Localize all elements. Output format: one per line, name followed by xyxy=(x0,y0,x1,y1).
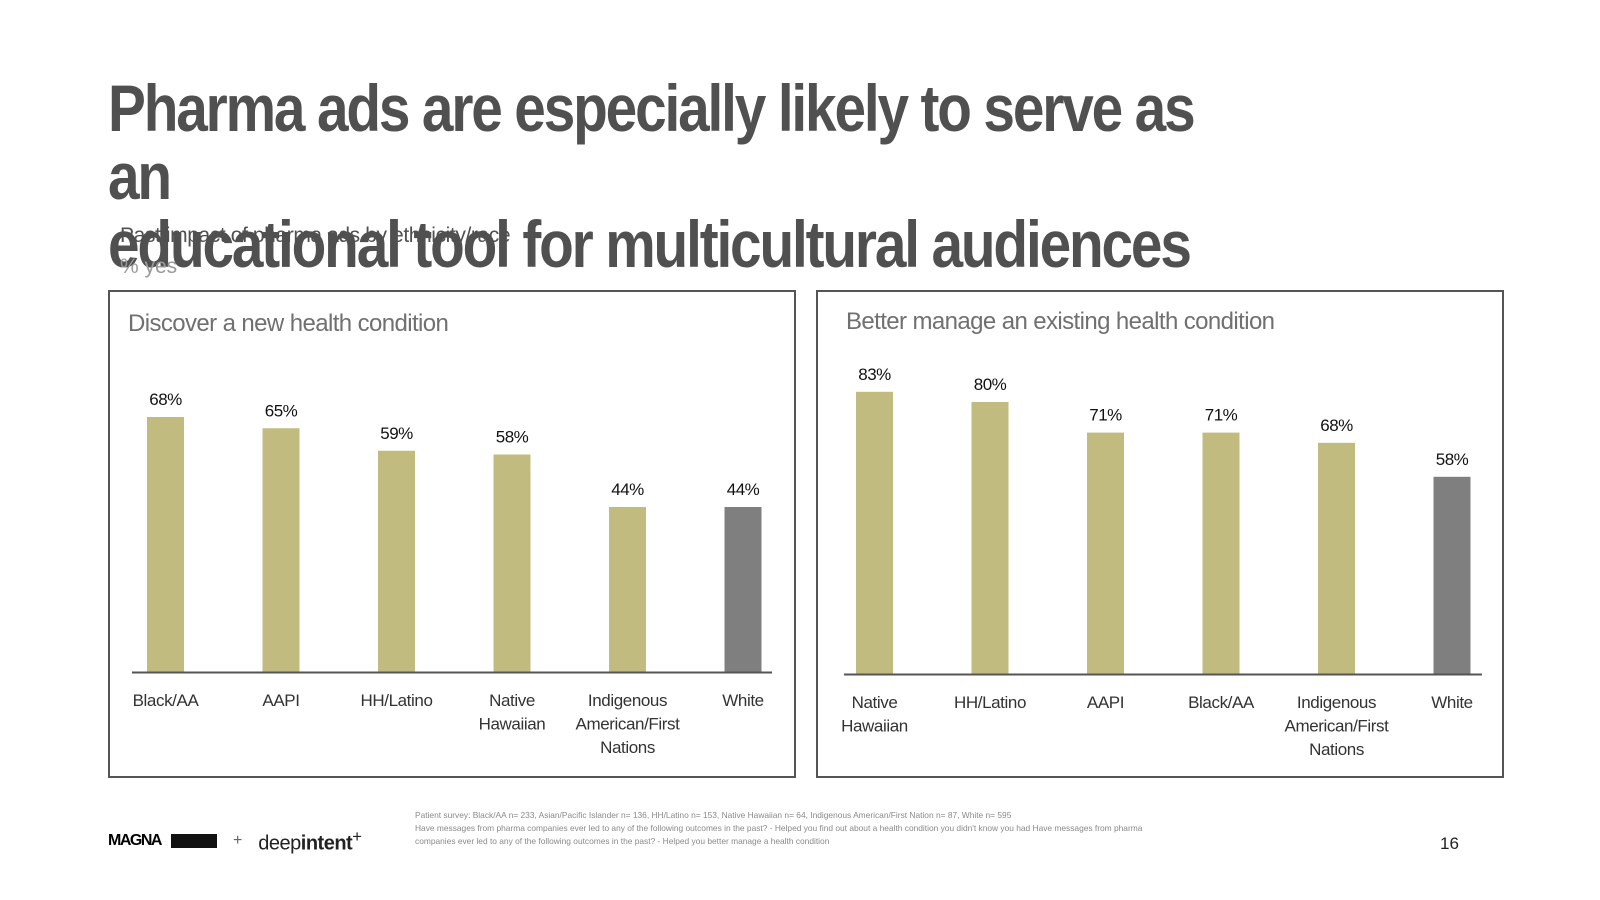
category-label-0-3-0: Native xyxy=(489,691,535,710)
panel-title-manage: Better manage an existing health conditi… xyxy=(846,308,1275,335)
logo-plus-sign: + xyxy=(232,832,243,849)
bar-1-5 xyxy=(1433,476,1471,674)
deepintent-logo-intent: intent xyxy=(300,832,353,855)
data-label-0-0: 68% xyxy=(149,390,182,409)
chart-panel-discover: 68% Black/AA 65% AAPI 59% HH/Latino 58% Native H… xyxy=(108,290,796,778)
bar-1-1 xyxy=(971,402,1009,674)
data-label-1-3: 71% xyxy=(1205,406,1238,425)
bar-0-3 xyxy=(493,454,531,672)
category-label-0-3-1: Hawaiian xyxy=(479,715,546,734)
category-label-0-5-0: White xyxy=(722,691,763,710)
footnote-line2: Have messages from pharma companies ever… xyxy=(415,823,1143,833)
data-label-0-1: 65% xyxy=(265,401,298,420)
data-label-1-5: 58% xyxy=(1436,450,1469,469)
footer-logos: MAGNA + deepintent+ xyxy=(108,826,362,856)
category-label-0-1-0: AAPI xyxy=(262,691,299,710)
chart-unit: % yes xyxy=(120,255,178,278)
bar-1-2 xyxy=(1087,432,1124,674)
category-label-0-4-1: American/First xyxy=(576,715,681,734)
bar-0-1 xyxy=(262,428,300,672)
magna-logo: MAGNA xyxy=(108,832,162,849)
category-label-0-4-0: Indigenous xyxy=(588,691,667,710)
deepintent-logo: deepintent+ xyxy=(258,826,362,856)
bar-1-4 xyxy=(1318,442,1355,674)
data-label-0-5: 44% xyxy=(727,480,760,499)
category-label-0-2-0: HH/Latino xyxy=(361,691,433,710)
bar-chart-discover: 68% Black/AA 65% AAPI 59% HH/Latino 58% Native H… xyxy=(132,390,772,757)
data-label-0-4: 44% xyxy=(611,480,644,499)
category-label-1-1-0: HH/Latino xyxy=(954,693,1026,712)
data-label-1-1: 80% xyxy=(974,375,1007,394)
chart-panel-manage: 83% Native Hawaiian 80% HH/Latino 71% AAPI 71% B… xyxy=(816,290,1504,778)
bar-0-0 xyxy=(147,417,184,672)
footnote: Patient survey: Black/AA n= 233, Asian/P… xyxy=(415,809,1285,848)
category-label-0-4-2: Nations xyxy=(600,738,655,757)
slide-title-line2: educational tool for multicultural audie… xyxy=(108,207,1192,281)
partner-logo-block xyxy=(170,834,217,848)
category-label-1-4-0: Indigenous xyxy=(1297,693,1376,712)
category-label-1-5-0: White xyxy=(1431,693,1472,712)
category-label-1-4-1: American/First xyxy=(1285,717,1390,736)
bar-1-3 xyxy=(1202,432,1240,674)
bar-0-4 xyxy=(609,507,646,672)
data-label-1-0: 83% xyxy=(858,365,891,384)
footnote-line3: companies ever led to any of the followi… xyxy=(415,836,830,846)
deepintent-logo-deep: deep xyxy=(258,832,301,855)
category-label-1-3-0: Black/AA xyxy=(1188,693,1255,712)
deepintent-logo-plus: + xyxy=(352,826,362,846)
bar-chart-manage: 83% Native Hawaiian 80% HH/Latino 71% AAPI 71% B… xyxy=(841,365,1482,759)
chart-subtitle: Past impact of pharma ads by ethnicity/r… xyxy=(120,224,511,247)
slide-title-line1: Pharma ads are especially likely to serv… xyxy=(108,71,1196,213)
bar-0-5 xyxy=(724,507,762,672)
data-label-1-4: 68% xyxy=(1320,416,1353,435)
page-number: 16 xyxy=(1440,834,1459,853)
category-label-0-0-0: Black/AA xyxy=(133,691,200,710)
category-label-1-2-0: AAPI xyxy=(1087,693,1124,712)
slide-title: Pharma ads are especially likely to serv… xyxy=(108,74,1226,278)
category-label-1-0-1: Hawaiian xyxy=(841,717,908,736)
footnote-line1: Patient survey: Black/AA n= 233, Asian/P… xyxy=(415,810,1012,820)
panel-title-discover: Discover a new health condition xyxy=(128,310,449,337)
bar-0-2 xyxy=(378,450,415,672)
bar-1-0 xyxy=(856,391,893,674)
category-label-1-4-2: Nations xyxy=(1309,740,1364,759)
category-label-1-0-0: Native xyxy=(852,693,898,712)
data-label-1-2: 71% xyxy=(1089,406,1122,425)
data-label-0-2: 59% xyxy=(380,424,413,443)
data-label-0-3: 58% xyxy=(496,428,529,447)
